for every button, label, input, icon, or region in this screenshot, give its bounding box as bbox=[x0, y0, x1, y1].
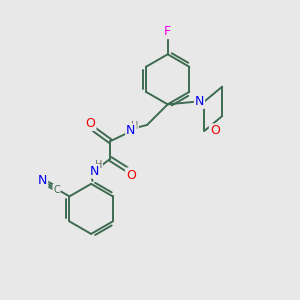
Text: N: N bbox=[126, 124, 136, 137]
Text: H: H bbox=[131, 121, 138, 131]
Text: C: C bbox=[53, 185, 60, 195]
Text: O: O bbox=[210, 124, 220, 137]
Text: O: O bbox=[126, 169, 136, 182]
Text: H: H bbox=[95, 160, 102, 170]
Text: N: N bbox=[89, 165, 99, 178]
Text: F: F bbox=[164, 25, 171, 38]
Text: N: N bbox=[38, 174, 47, 188]
Text: O: O bbox=[85, 117, 95, 130]
Text: N: N bbox=[195, 95, 204, 108]
